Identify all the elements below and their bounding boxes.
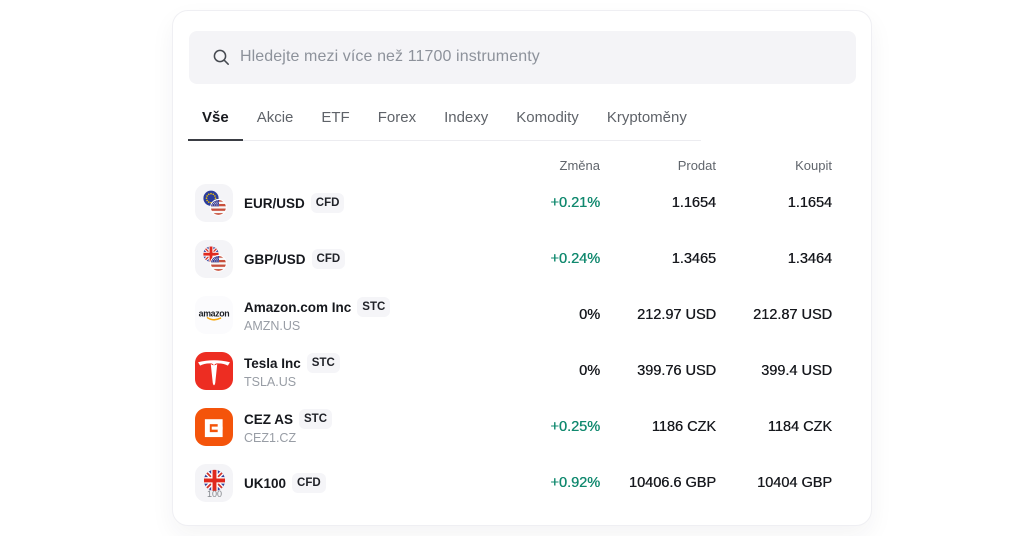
svg-text:amazon: amazon: [199, 308, 230, 318]
svg-text:100: 100: [207, 489, 222, 499]
